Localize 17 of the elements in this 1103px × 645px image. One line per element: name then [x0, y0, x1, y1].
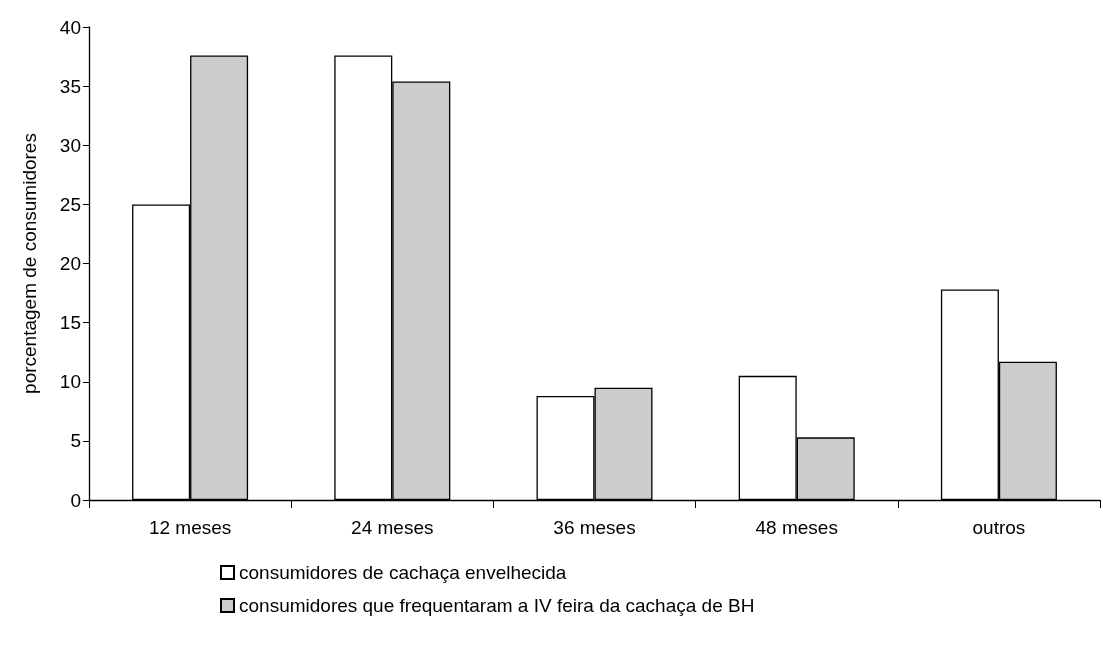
y-tick-label: 5	[70, 430, 81, 452]
y-tick-label: 25	[59, 193, 81, 215]
x-tick-label: 12 meses	[148, 517, 232, 538]
y-axis-title: porcentagem de consumidores	[19, 133, 40, 394]
y-tick-label: 10	[59, 371, 81, 393]
x-tick-label: 36 meses	[553, 517, 636, 538]
x-tick-label: outros	[972, 517, 1026, 538]
y-tick-label: 40	[59, 16, 81, 38]
y-tick-label: 35	[59, 75, 81, 97]
y-tick-label: 20	[59, 253, 81, 274]
y-tick-label: 0	[70, 489, 81, 511]
y-tick-label: 30	[59, 134, 81, 156]
legend-label: consumidores que frequentaram a IV feira da cachaça de BH	[239, 595, 755, 616]
x-tick-label: 24 meses	[351, 517, 434, 538]
y-tick-label: 15	[59, 312, 81, 334]
legend-label: consumidores de cachaça envelhecida	[239, 562, 567, 583]
x-tick-label: 48 meses	[755, 517, 838, 538]
